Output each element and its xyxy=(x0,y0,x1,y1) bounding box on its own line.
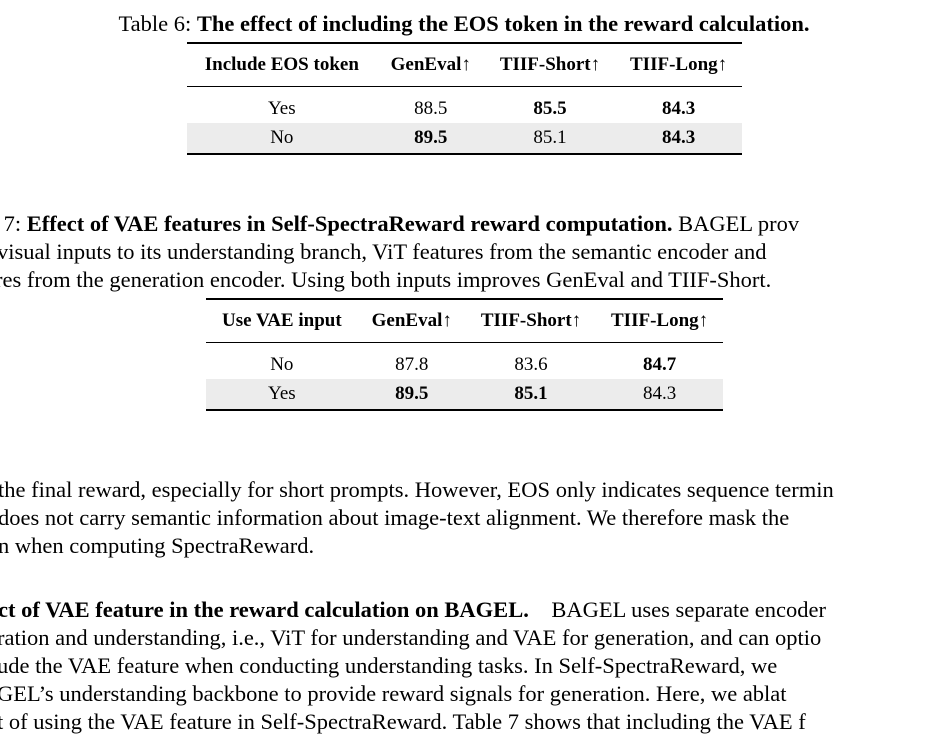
table7-caption-title: Effect of VAE features in Self-SpectraRe… xyxy=(26,211,673,236)
body-para2-line1: ct of VAE feature in the reward calculat… xyxy=(0,596,826,624)
body-para1-line3: n when computing SpectraReward. xyxy=(0,533,315,558)
body-para1-line1: the final reward, especially for short p… xyxy=(0,477,834,502)
table6-cell-label: Yes xyxy=(267,98,296,119)
table7-caption-rest: BAGEL prov xyxy=(678,211,800,236)
table7-header-geneval: GenEval↑ xyxy=(371,310,452,331)
table7-header-tiif-long: TIIF-Long↑ xyxy=(611,310,709,331)
table6-cell-tiif-short: 85.5 xyxy=(533,98,567,119)
table6-cell-tiif-long: 84.3 xyxy=(615,123,742,154)
table6-cell-label: No xyxy=(187,123,377,154)
table7: Use VAE input GenEval↑ TIIF-Short↑ TIIF-… xyxy=(206,298,723,411)
table7-caption-prefix: e 7: xyxy=(0,211,22,236)
table7-caption-line2: visual inputs to its understanding branc… xyxy=(0,239,767,264)
body-para2-line4: GEL’s understanding backbone to provide … xyxy=(0,681,787,706)
table6-header-tiif-short: TIIF-Short↑ xyxy=(499,54,601,75)
table6-cell-geneval: 88.5 xyxy=(414,98,448,119)
table-row: No 89.5 85.1 84.3 xyxy=(187,123,742,154)
table7-caption-line1: e 7: Effect of VAE features in Self-Spec… xyxy=(0,210,799,238)
table7-caption-line3: res from the generation encoder. Using b… xyxy=(0,267,772,292)
table6: Include EOS token GenEval↑ TIIF-Short↑ T… xyxy=(187,42,742,155)
table-row: No 87.8 83.6 84.7 xyxy=(206,343,723,380)
body-para2-line1-rest: BAGEL uses separate encoder xyxy=(551,597,827,622)
table6-cell-geneval: 89.5 xyxy=(376,123,485,154)
table7-header-use-vae: Use VAE input xyxy=(221,310,342,331)
section-heading: ct of VAE feature in the reward calculat… xyxy=(0,597,529,622)
table6-caption-prefix: Table 6: xyxy=(118,11,192,36)
table7-header-tiif-short: TIIF-Short↑ xyxy=(480,310,582,331)
table-row: Yes 88.5 85.5 84.3 xyxy=(187,87,742,124)
table7-cell-tiif-long: 84.3 xyxy=(596,379,723,410)
table7-cell-label: No xyxy=(270,354,294,375)
table6-header-row: Include EOS token GenEval↑ TIIF-Short↑ T… xyxy=(187,43,742,87)
table6-caption: Table 6: The effect of including the EOS… xyxy=(0,10,928,38)
table7-cell-tiif-short: 85.1 xyxy=(465,379,597,410)
body-para2-line5: t of using the VAE feature in Self-Spect… xyxy=(0,709,806,734)
table6-header-include-eos: Include EOS token xyxy=(204,54,359,75)
body-para2-line2: ration and understanding, i.e., ViT for … xyxy=(0,625,822,650)
table6-cell-tiif-short: 85.1 xyxy=(484,123,616,154)
table7-cell-tiif-short: 83.6 xyxy=(514,354,548,375)
body-para1-line2: does not carry semantic information abou… xyxy=(0,505,790,530)
table6-header-geneval: GenEval↑ xyxy=(390,54,471,75)
table7-header-row: Use VAE input GenEval↑ TIIF-Short↑ TIIF-… xyxy=(206,299,723,343)
table7-cell-tiif-long: 84.7 xyxy=(642,354,677,375)
table6-cell-tiif-long: 84.3 xyxy=(661,98,696,119)
table7-cell-geneval: 87.8 xyxy=(395,354,429,375)
table-row: Yes 89.5 85.1 84.3 xyxy=(206,379,723,410)
table6-header-tiif-long: TIIF-Long↑ xyxy=(630,54,728,75)
table7-cell-geneval: 89.5 xyxy=(357,379,466,410)
table7-cell-label: Yes xyxy=(206,379,358,410)
table6-caption-title: The effect of including the EOS token in… xyxy=(196,11,810,36)
body-para2-line3: ude the VAE feature when conducting unde… xyxy=(0,653,778,678)
